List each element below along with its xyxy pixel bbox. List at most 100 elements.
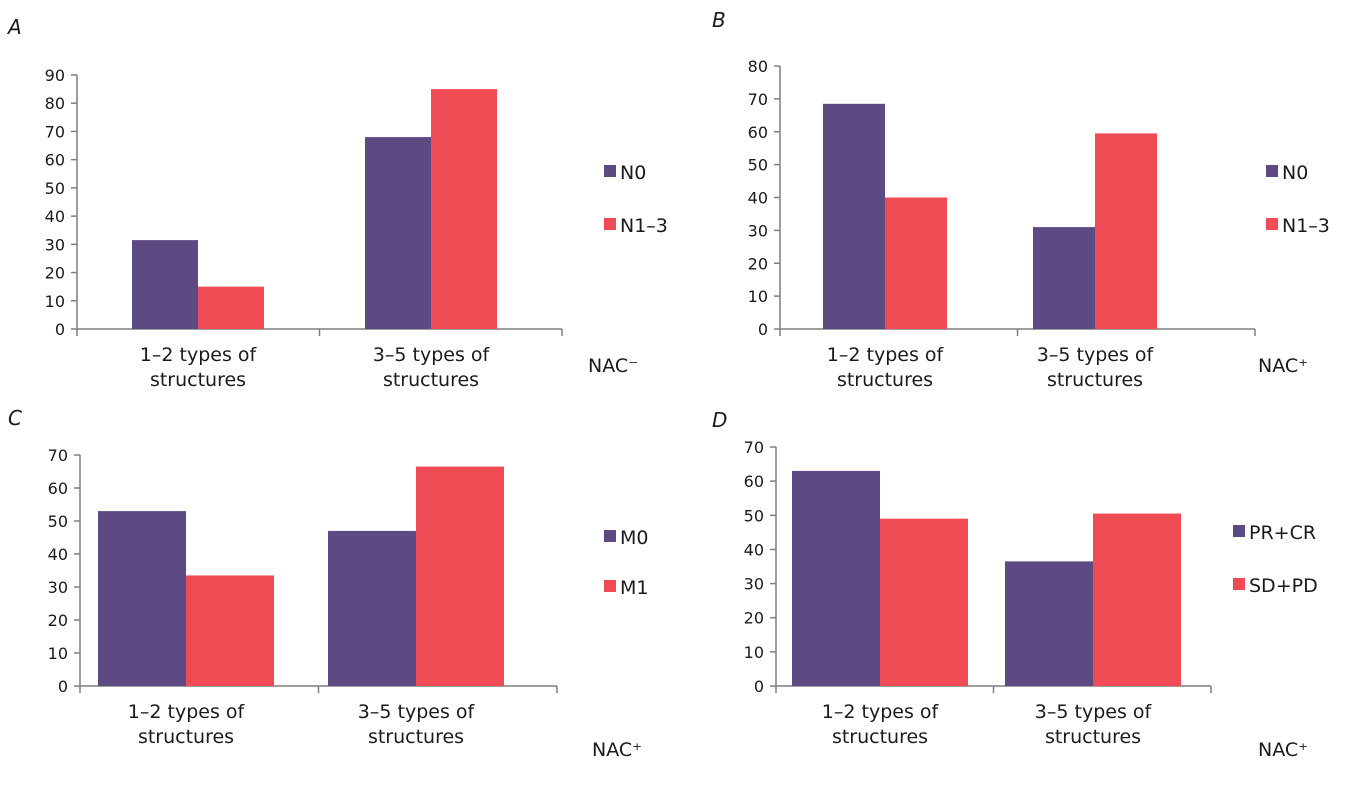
y-tick-label: 40 — [45, 207, 65, 226]
y-tick-label: 60 — [48, 479, 68, 498]
y-tick-label: 50 — [45, 179, 65, 198]
bar-m1-cat-1 — [186, 575, 274, 686]
y-tick-label: 40 — [48, 545, 68, 564]
bar-n1-3-cat-1 — [198, 286, 264, 329]
x-category-label: 1–2 types of structures — [822, 701, 940, 748]
y-tick-label: 70 — [748, 90, 768, 109]
x-category-label: 3–5 types of structures — [373, 344, 491, 391]
x-category-label-line: 1–2 types of — [140, 344, 258, 366]
y-tick-label: 60 — [744, 472, 764, 491]
panel-label: D — [712, 408, 727, 432]
x-category-label-line: structures — [150, 369, 246, 391]
bar-pr-cr-cat-2 — [1005, 561, 1093, 686]
legend-label: M0 — [620, 527, 648, 549]
bar-n1-3-cat-2 — [1095, 133, 1157, 329]
x-category-label-line: structures — [1047, 369, 1143, 391]
y-tick-label: 90 — [45, 66, 65, 85]
x-axis-label: NAC⁺ — [1258, 355, 1308, 377]
y-tick-label: 80 — [45, 94, 65, 113]
x-category-label: 3–5 types of structures — [1035, 701, 1153, 748]
x-category-label-line: 3–5 types of — [1037, 344, 1155, 366]
bar-m0-cat-1 — [98, 511, 186, 686]
x-category-label-line: structures — [837, 369, 933, 391]
y-tick-label: 20 — [48, 611, 68, 630]
bar-m1-cat-2 — [416, 466, 504, 686]
y-tick-label: 30 — [48, 578, 68, 597]
x-axis-label: NAC⁺ — [592, 739, 642, 761]
bar-n1-3-cat-2 — [431, 89, 497, 329]
legend-label: N0 — [620, 162, 646, 184]
legend-label: N0 — [1282, 162, 1308, 184]
y-tick-label: 70 — [45, 122, 65, 141]
y-tick-label: 10 — [45, 292, 65, 311]
x-category-label: 3–5 types of structures — [358, 701, 476, 748]
chart-panel-b: B 0 10 20 30 40 50 60 70 80 1–2 types of structures… — [712, 8, 1330, 391]
x-category-label-line: structures — [138, 726, 234, 748]
panel-label: A — [6, 15, 22, 39]
legend-swatch-1 — [1233, 525, 1245, 537]
legend-label: N1–3 — [1282, 215, 1330, 237]
x-category-label-line: 3–5 types of — [1035, 701, 1153, 723]
legend-swatch-2 — [1233, 578, 1245, 590]
legend-swatch-1 — [1266, 165, 1278, 177]
y-tick-label: 70 — [744, 438, 764, 457]
x-category-label-line: 1–2 types of — [822, 701, 940, 723]
y-tick-label: 20 — [744, 609, 764, 628]
bar-n1-3-cat-1 — [885, 197, 947, 329]
x-category-label: 1–2 types of structures — [827, 344, 945, 391]
x-axis-label: NAC⁺ — [1258, 739, 1308, 761]
legend-label: SD+PD — [1249, 575, 1318, 597]
chart-panel-a: A 0 10 20 30 40 50 60 70 80 90 1–2 types of structur… — [6, 15, 668, 391]
y-tick-label: 0 — [758, 320, 768, 339]
y-tick-label: 70 — [48, 446, 68, 465]
legend-label: N1–3 — [620, 215, 668, 237]
x-category-label-line: 1–2 types of — [128, 701, 246, 723]
bar-sd-pd-cat-2 — [1093, 513, 1181, 686]
x-category-label-line: 1–2 types of — [827, 344, 945, 366]
panel-label: C — [8, 406, 22, 430]
x-category-label-line: structures — [1045, 726, 1141, 748]
legend-swatch-1 — [604, 165, 616, 177]
panel-label: B — [712, 8, 726, 32]
y-tick-label: 20 — [748, 254, 768, 273]
y-tick-label: 20 — [45, 264, 65, 283]
y-tick-label: 80 — [748, 57, 768, 76]
x-category-label: 1–2 types of structures — [140, 344, 258, 391]
x-category-label-line: structures — [383, 369, 479, 391]
legend-label: PR+CR — [1249, 522, 1316, 544]
y-tick-label: 40 — [744, 540, 764, 559]
y-tick-label: 40 — [748, 189, 768, 208]
x-category-label: 1–2 types of structures — [128, 701, 246, 748]
legend-swatch-1 — [604, 530, 616, 542]
legend-swatch-2 — [1266, 218, 1278, 230]
y-tick-label: 30 — [45, 235, 65, 254]
y-tick-label: 30 — [744, 575, 764, 594]
legend-label: M1 — [620, 577, 648, 599]
y-tick-label: 10 — [48, 644, 68, 663]
y-tick-label: 50 — [48, 512, 68, 531]
bar-m0-cat-2 — [328, 530, 416, 686]
bar-sd-pd-cat-1 — [880, 518, 968, 686]
bar-pr-cr-cat-1 — [792, 470, 880, 686]
y-tick-label: 30 — [748, 221, 768, 240]
legend-swatch-2 — [604, 580, 616, 592]
x-category-label-line: 3–5 types of — [373, 344, 491, 366]
x-category-label-line: structures — [368, 726, 464, 748]
x-category-label-line: structures — [832, 726, 928, 748]
y-tick-label: 10 — [744, 643, 764, 662]
y-tick-label: 0 — [58, 677, 68, 696]
bar-n0-cat-1 — [132, 240, 198, 329]
bar-n0-cat-2 — [365, 137, 431, 329]
x-category-label-line: 3–5 types of — [358, 701, 476, 723]
y-tick-label: 0 — [55, 320, 65, 339]
legend-swatch-2 — [604, 218, 616, 230]
y-tick-label: 0 — [754, 677, 764, 696]
x-category-label: 3–5 types of structures — [1037, 344, 1155, 391]
y-tick-label: 60 — [45, 151, 65, 170]
y-tick-label: 10 — [748, 287, 768, 306]
bar-n0-cat-2 — [1033, 227, 1095, 329]
y-tick-label: 50 — [744, 506, 764, 525]
x-axis-label: NAC⁻ — [588, 355, 638, 377]
